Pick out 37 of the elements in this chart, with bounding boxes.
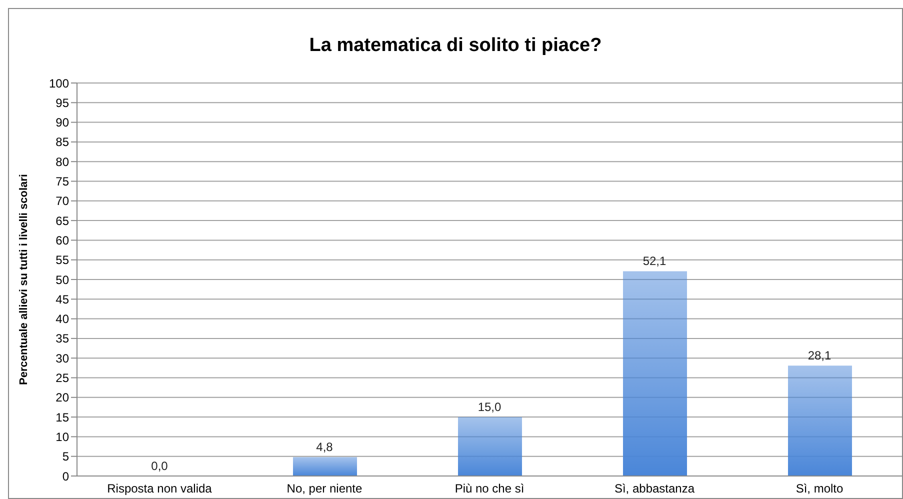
data-label: 28,1: [808, 348, 832, 363]
data-label: 15,0: [478, 400, 502, 414]
bar: [458, 417, 522, 476]
y-tick-label: 10: [56, 430, 70, 444]
y-tick-label: 20: [56, 390, 70, 405]
y-tick-label: 5: [62, 450, 70, 464]
y-tick-label: 30: [56, 351, 70, 366]
y-tick-label: 90: [56, 116, 70, 130]
data-label: 0,0: [151, 459, 168, 473]
x-tick-label: No, per niente: [286, 482, 363, 496]
y-tick-label: 60: [56, 233, 70, 248]
y-tick-label: 0: [62, 469, 70, 484]
x-tick-label: Risposta non valida: [107, 482, 212, 496]
y-tick-label: 95: [56, 96, 70, 110]
y-tick-label: 80: [56, 154, 70, 169]
x-tick-label: Sì, molto: [796, 482, 844, 496]
y-tick-label: 85: [56, 135, 70, 150]
data-label: 52,1: [642, 254, 666, 268]
y-axis-title: Percentuale allievi su tutti i livelli scolari: [18, 174, 30, 385]
bar: [293, 457, 357, 476]
x-tick-label: Più no che sì: [454, 482, 524, 496]
y-tick-label: 65: [56, 214, 70, 228]
y-tick-label: 75: [56, 174, 70, 189]
y-tick-label: 25: [56, 371, 70, 386]
x-tick-label: Sì, abbastanza: [614, 482, 695, 496]
y-tick-label: 100: [48, 76, 70, 90]
y-tick-label: 35: [56, 332, 70, 346]
data-label: 4,8: [316, 440, 334, 454]
y-tick-label: 70: [56, 194, 70, 208]
y-tick-label: 55: [56, 253, 70, 268]
y-tick-label: 15: [56, 410, 70, 424]
bar: [623, 271, 687, 476]
y-tick-label: 40: [56, 312, 70, 326]
y-tick-label: 45: [56, 292, 70, 306]
y-tick-label: 50: [56, 272, 70, 287]
chart-title: La matematica di solito ti piace?: [308, 35, 603, 57]
bar: [788, 366, 852, 476]
